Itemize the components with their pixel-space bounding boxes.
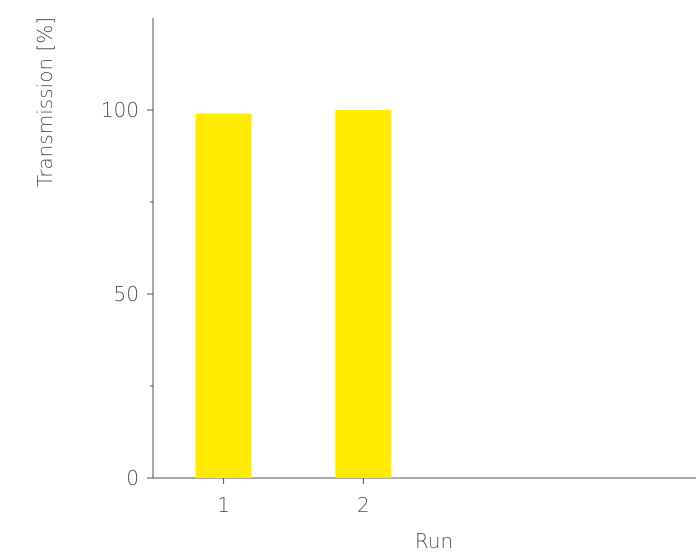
ticks: 0 50 100 1 2 [101,98,370,517]
x-axis-title: Run [415,529,453,553]
bars [195,110,392,479]
y-tick-label-50: 50 [114,282,139,306]
bar-2 [335,110,392,478]
y-axis-title: Transmission [%] [33,17,57,187]
y-tick-label-0: 0 [126,466,139,490]
bar-1 [195,113,252,479]
x-tick-label-1: 1 [217,493,230,517]
y-tick-label-100: 100 [101,98,139,122]
x-tick-label-2: 2 [357,493,370,517]
